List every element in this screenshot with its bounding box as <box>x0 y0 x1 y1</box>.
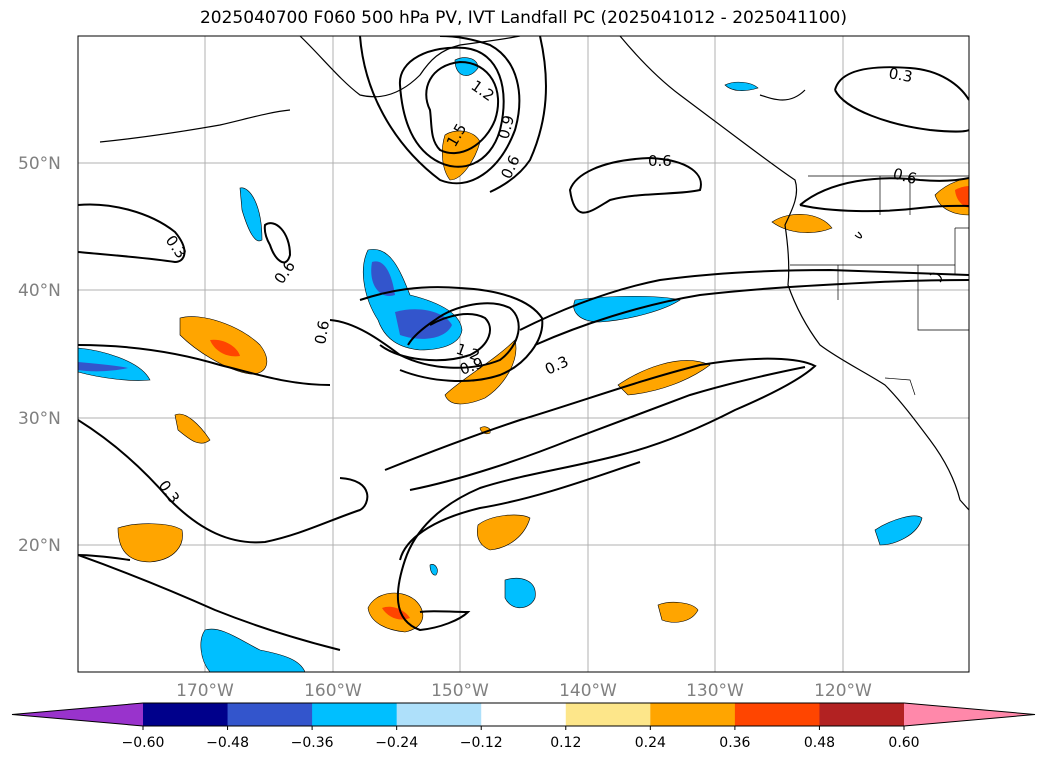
colorbar-extend-min <box>12 703 143 726</box>
negative-region <box>504 577 536 609</box>
plot-area: 1.2 1.5 0.9 0.6 0.6 0.3 0.6 0.3 0.6 0.6 … <box>78 36 969 672</box>
colorbar-tick-label: −0.60 <box>122 735 165 751</box>
contour-label: 0.6 <box>648 152 672 170</box>
colorbar-tick-label: 0.36 <box>719 735 750 751</box>
plot-frame <box>77 35 970 673</box>
colorbar-tick-label: −0.48 <box>206 735 249 751</box>
lon-label: 130°W <box>686 681 744 701</box>
colorbar-segment <box>396 703 482 726</box>
lat-label: 20°N <box>18 536 61 556</box>
lat-label: 30°N <box>18 409 61 429</box>
lat-label: 40°N <box>18 281 61 301</box>
lon-label: 160°W <box>304 681 362 701</box>
lon-label: 170°W <box>176 681 234 701</box>
colorbar-segment <box>650 703 736 726</box>
negative-region <box>78 347 151 381</box>
pv-anomaly-shading <box>78 57 969 672</box>
longitude-labels: 170°W 160°W 150°W 140°W 130°W 120°W <box>176 681 872 701</box>
positive-region <box>477 514 531 551</box>
negative-region-core <box>395 309 452 339</box>
positive-region-core <box>955 186 969 208</box>
negative-region <box>874 515 923 546</box>
positive-region <box>117 523 183 563</box>
negative-region <box>724 81 759 91</box>
lon-label: 120°W <box>814 681 872 701</box>
colorbar-tick-label: 0.48 <box>804 735 835 751</box>
negative-region <box>429 564 438 576</box>
colorbar-segment <box>227 703 313 726</box>
colorbar-tick-label: 0.60 <box>888 735 919 751</box>
positive-region <box>771 213 833 233</box>
colorbar-tick-label: −0.24 <box>375 735 418 751</box>
negative-region-core <box>371 261 395 296</box>
colorbar-segment <box>565 703 651 726</box>
lat-label: 50°N <box>18 154 61 174</box>
colorbar-tick-label: 0.24 <box>635 735 666 751</box>
coastlines <box>99 36 969 511</box>
pv-contours <box>78 36 969 651</box>
colorbar-segment <box>481 703 567 726</box>
positive-region <box>657 601 699 623</box>
colorbar-segment <box>312 703 398 726</box>
colorbar-extend-max <box>904 703 1035 726</box>
positive-region-core <box>210 339 240 357</box>
colorbar-tick-label: 0.12 <box>550 735 581 751</box>
negative-region <box>200 628 306 672</box>
contour-label: 0.3 <box>887 64 914 86</box>
positive-region <box>441 130 481 181</box>
colorbar: −0.60 −0.48 −0.36 −0.24 −0.12 0.12 0.24 0.36 0.4… <box>11 702 1036 751</box>
positive-region <box>444 339 517 405</box>
negative-region-core <box>78 362 128 372</box>
negative-region <box>239 187 263 242</box>
colorbar-segment <box>143 703 229 726</box>
negative-region <box>573 295 681 323</box>
lon-label: 140°W <box>559 681 617 701</box>
positive-region <box>174 413 211 444</box>
contour-label: 0.6 <box>311 319 333 346</box>
contour-label: 0.9 <box>494 113 518 141</box>
map-title: 2025040700 F060 500 hPa PV, IVT Landfall… <box>199 8 847 28</box>
colorbar-segment <box>734 703 820 726</box>
latitude-labels: 50°N 40°N 30°N 20°N <box>18 154 61 556</box>
colorbar-segment <box>819 703 905 726</box>
colorbar-tick-label: −0.36 <box>291 735 334 751</box>
lon-label: 150°W <box>431 681 489 701</box>
contour-label: 0.6 <box>891 164 919 188</box>
colorbar-tick-label: −0.12 <box>460 735 503 751</box>
